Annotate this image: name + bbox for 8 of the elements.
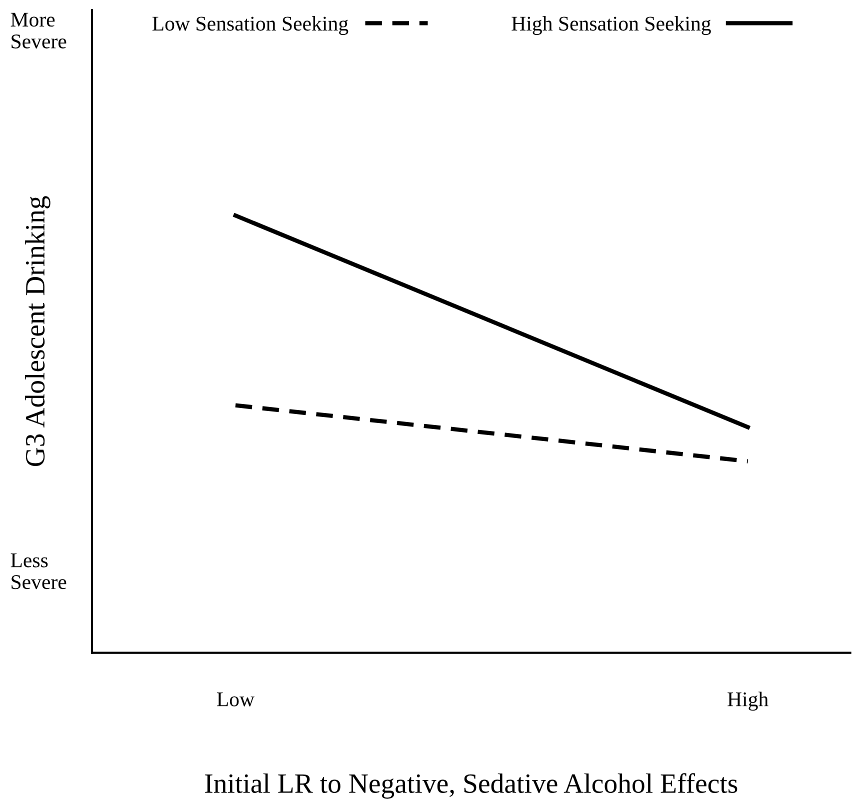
legend-label: High Sensation Seeking (512, 16, 711, 35)
text: Less Severe (10, 554, 66, 590)
legend-label: Low Sensation Seeking (152, 16, 348, 35)
x-tick-label: High (728, 692, 768, 711)
x-tick-label: Low (216, 692, 254, 706)
y-axis-title: G3 Adolescent Drinking (25, 196, 50, 466)
x-axis-title: Initial LR to Negative, Sedative Alcohol Effects (205, 773, 738, 799)
text: More Severe (10, 12, 66, 48)
